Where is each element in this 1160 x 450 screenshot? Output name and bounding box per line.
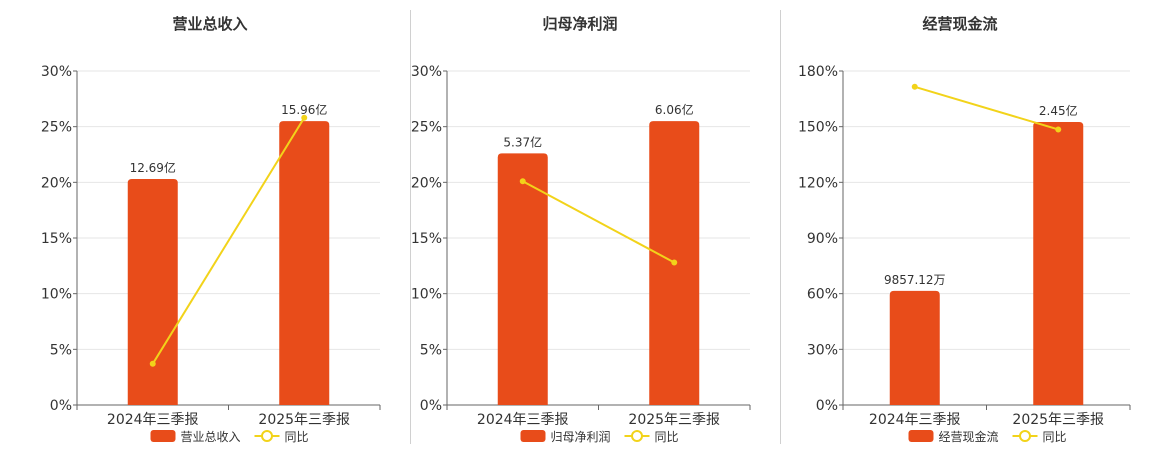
y-tick-label: 0% — [50, 398, 72, 414]
y-tick-label: 25% — [41, 120, 72, 136]
legend-line-marker — [261, 430, 273, 442]
line-point[interactable] — [671, 259, 678, 266]
bar-data-label: 2.45亿 — [1039, 103, 1078, 118]
y-tick-label: 0% — [816, 398, 838, 414]
y-tick-label: 30% — [41, 64, 72, 80]
legend-line-label[interactable]: 同比 — [655, 430, 679, 444]
chart-title: 营业总收入 — [172, 15, 247, 33]
bar[interactable] — [127, 178, 178, 405]
x-tick-label: 2025年三季报 — [258, 412, 350, 428]
y-tick-label: 30% — [807, 342, 838, 358]
y-tick-label: 5% — [50, 342, 72, 358]
chart-title: 经营现金流 — [922, 15, 997, 33]
y-tick-label: 60% — [807, 287, 838, 303]
y-tick-label: 0% — [420, 398, 442, 414]
y-tick-label: 180% — [798, 64, 838, 80]
y-tick-label: 150% — [798, 120, 838, 136]
x-tick-label: 2025年三季报 — [628, 412, 720, 428]
legend-line-label[interactable]: 同比 — [285, 430, 309, 444]
line-series — [914, 85, 1059, 131]
y-tick-label: 30% — [411, 64, 442, 80]
y-tick-label: 5% — [420, 342, 442, 358]
x-tick-label: 2025年三季报 — [1012, 412, 1104, 428]
line-point[interactable] — [301, 114, 308, 121]
line-series — [151, 117, 306, 365]
chart-panel: 经营现金流 0% 30% 60% 90% 120% 150% 180% 2024年三季报 2025… — [798, 15, 1131, 444]
y-tick-label: 20% — [41, 175, 72, 191]
bar[interactable] — [279, 121, 330, 405]
y-tick-label: 15% — [411, 231, 442, 247]
legend-bar-label[interactable]: 营业总收入 — [181, 430, 241, 444]
x-tick-label: 2024年三季报 — [477, 412, 569, 428]
panel-separator — [780, 10, 781, 444]
y-tick-label: 25% — [411, 120, 442, 136]
bar[interactable] — [1033, 122, 1084, 406]
chart-panel: 归母净利润 0% 5% 10% 15% 20% 25% 30% 2024年三季报 2025年三季报… — [411, 15, 751, 444]
chart-panel: 营业总收入 0% 5% 10% 15% 20% 25% 30% 2024年三季报 2025年三季报… — [41, 15, 381, 444]
bar-data-label: 15.96亿 — [281, 102, 327, 117]
bar-data-label: 5.37亿 — [503, 134, 542, 149]
legend-bar-swatch[interactable] — [908, 430, 934, 442]
legend-bar-label[interactable]: 归母净利润 — [551, 430, 611, 444]
y-tick-label: 90% — [807, 231, 838, 247]
line-point[interactable] — [519, 178, 526, 185]
legend-bar-label[interactable]: 经营现金流 — [939, 429, 999, 444]
bar-data-label: 6.06亿 — [655, 102, 694, 117]
bar[interactable] — [889, 290, 940, 405]
y-tick-label: 15% — [41, 231, 72, 247]
bar-data-label: 12.69亿 — [130, 160, 176, 175]
legend-bar-swatch[interactable] — [150, 430, 176, 442]
legend-line-label[interactable]: 同比 — [1043, 430, 1067, 444]
legend-line-marker — [631, 430, 643, 442]
y-tick-label: 10% — [411, 287, 442, 303]
line-point[interactable] — [149, 360, 156, 367]
y-tick-label: 10% — [41, 287, 72, 303]
line-series — [522, 180, 675, 264]
legend-bar-swatch[interactable] — [520, 430, 546, 442]
line-point[interactable] — [1055, 126, 1062, 133]
legend-line-marker — [1019, 430, 1031, 442]
chart-title: 归母净利润 — [542, 15, 617, 33]
x-tick-label: 2024年三季报 — [107, 412, 199, 428]
panel-separator — [410, 10, 411, 444]
y-tick-label: 20% — [411, 175, 442, 191]
line-point[interactable] — [911, 83, 918, 90]
bar[interactable] — [497, 153, 548, 405]
x-tick-label: 2024年三季报 — [869, 412, 961, 428]
y-tick-label: 120% — [798, 175, 838, 191]
bar-data-label: 9857.12万 — [884, 273, 946, 287]
